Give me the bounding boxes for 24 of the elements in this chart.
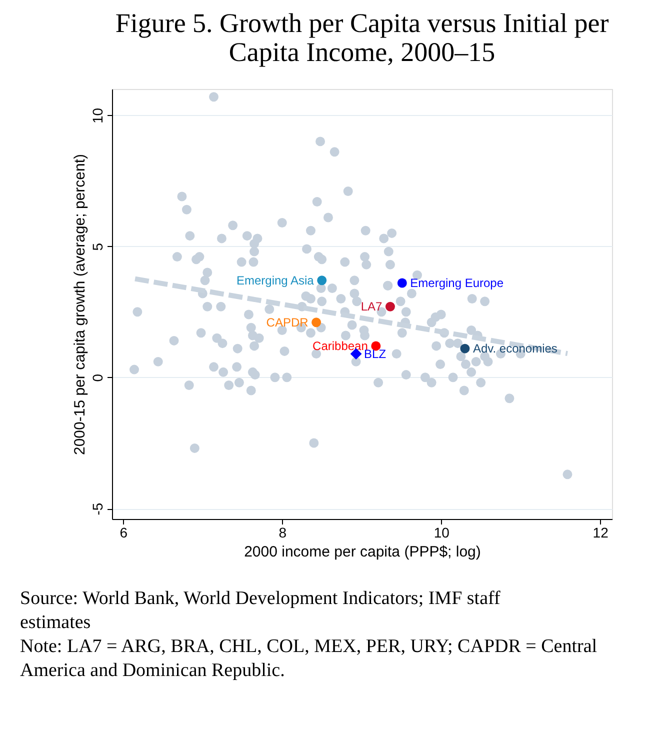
point	[317, 276, 327, 286]
series-label: CAPDR	[266, 315, 309, 330]
x-tick-label: 8	[278, 524, 287, 540]
series-label: Emerging Asia	[236, 273, 314, 288]
y-tick-label: 0	[90, 374, 106, 382]
x-tick-label: 12	[592, 524, 609, 540]
y-tick-label: 5	[90, 242, 106, 251]
series-label: Emerging Europe	[410, 276, 504, 290]
point	[460, 344, 470, 354]
x-tick-label: 10	[434, 524, 450, 540]
y-tick-label: -5	[90, 502, 106, 516]
text: Note: LA7 = ARG, BRA, CHL, COL, MEX, PER, URY; CAPDR = Central America and Dominican Republic.	[20, 636, 598, 681]
series-label: Adv. economies	[472, 342, 558, 356]
point	[312, 318, 322, 328]
y-axis-title: 2000-15 per capita growth (average; percent)	[72, 154, 88, 456]
x-axis-title: 2000 income per capita (PPP$; log)	[244, 544, 481, 560]
chart-title: Figure 5. Growth per Capita versus Initial per Capita Income, 2000–15	[115, 8, 609, 67]
series-label: LA7	[360, 300, 383, 314]
series-label: BLZ	[364, 346, 386, 361]
point	[397, 278, 407, 288]
point	[385, 302, 395, 312]
source-note: Source: World Bank, World Development Indicators; IMF staff estimates	[20, 588, 501, 633]
x-tick-label: 6	[120, 524, 128, 540]
y-tick-label: 10	[90, 108, 106, 124]
